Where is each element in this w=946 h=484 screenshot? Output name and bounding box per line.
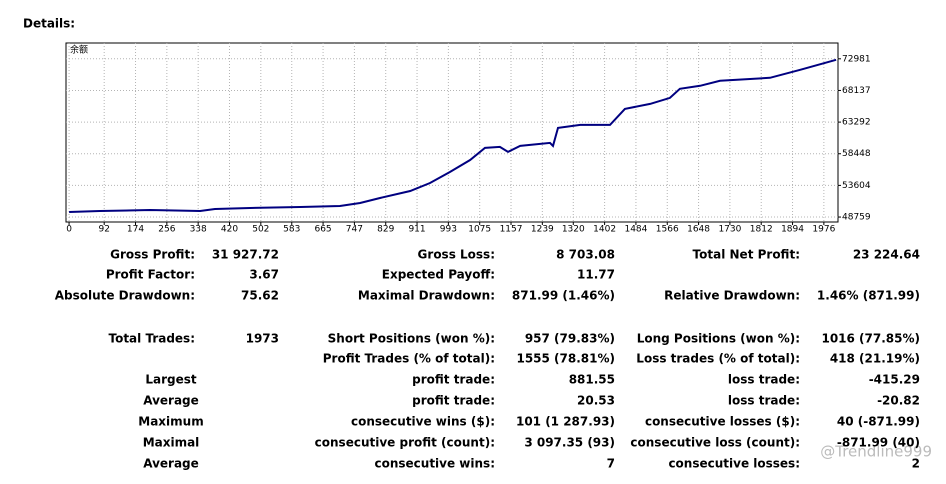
label: consecutive profit (count): [315, 436, 495, 450]
x-tick-label: 1730 [718, 225, 741, 235]
x-tick-label: 1157 [500, 225, 523, 235]
heading: Details: [23, 17, 75, 31]
value: 881.55 [569, 373, 615, 387]
label: consecutive losses: [668, 457, 800, 471]
y-tick-label: 72981 [842, 54, 871, 64]
value: 1016 (77.85%) [821, 332, 920, 346]
y-tick-label: 63292 [842, 118, 871, 128]
y-tick-label: 48759 [842, 213, 871, 223]
label: consecutive wins ($): [351, 415, 495, 429]
legend: 余额 [70, 44, 88, 56]
x-tick-label: 1320 [562, 225, 585, 235]
value: 8 703.08 [556, 248, 615, 262]
balance-line [69, 58, 837, 213]
value: -871.99 (40) [837, 436, 920, 450]
label: Loss trades (% of total): [636, 352, 800, 366]
label: Relative Drawdown: [664, 289, 800, 303]
value: 11.77 [577, 268, 615, 282]
x-tick-label: 1075 [468, 225, 491, 235]
label: Average [143, 457, 199, 471]
label: Total Net Profit: [693, 248, 800, 262]
x-tick-label: 0 [66, 225, 72, 235]
label: Long Positions (won %): [637, 332, 800, 346]
x-tick-label: 583 [283, 225, 300, 235]
label: loss trade: [728, 373, 800, 387]
label: Largest [145, 373, 197, 387]
value: 20.53 [577, 394, 615, 408]
x-tick-label: 338 [190, 225, 207, 235]
chart-frame [65, 42, 839, 223]
value: 1.46% (871.99) [817, 289, 920, 303]
label: Profit Trades (% of total): [323, 352, 495, 366]
label: profit trade: [412, 373, 495, 387]
x-tick-label: 1894 [781, 225, 804, 235]
label: Total Trades: [108, 332, 195, 346]
label: consecutive losses ($): [645, 415, 800, 429]
x-tick-label: 1976 [812, 225, 835, 235]
value: -415.29 [869, 373, 920, 387]
label: Absolute Drawdown: [55, 289, 195, 303]
value: 3.67 [249, 268, 279, 282]
x-tick-label: 92 [98, 225, 109, 235]
value: 31 927.72 [212, 248, 279, 262]
watermark: @Trendline999 [820, 443, 932, 461]
label: Average [143, 394, 199, 408]
value: 1555 (78.81%) [516, 352, 615, 366]
label: Maximal Drawdown: [358, 289, 495, 303]
y-tick-label: 53604 [842, 181, 871, 191]
label: Short Positions (won %): [328, 332, 495, 346]
x-tick-label: 1484 [624, 225, 647, 235]
label: consecutive loss (count): [630, 436, 800, 450]
y-tick-label: 68137 [842, 86, 871, 96]
label: Expected Payoff: [382, 268, 495, 282]
label: Gross Profit: [110, 248, 195, 262]
x-tick-label: 829 [377, 225, 394, 235]
x-tick-label: 1812 [750, 225, 773, 235]
x-tick-label: 993 [440, 225, 457, 235]
x-tick-label: 420 [221, 225, 238, 235]
value: -20.82 [877, 394, 920, 408]
value: 1973 [246, 332, 279, 346]
value: 418 (21.19%) [830, 352, 920, 366]
value: 40 (-871.99) [837, 415, 920, 429]
x-tick-label: 174 [127, 225, 144, 235]
x-tick-label: 256 [158, 225, 175, 235]
label: profit trade: [412, 394, 495, 408]
x-tick-label: 665 [314, 225, 331, 235]
value: 75.62 [241, 289, 279, 303]
value: 2 [912, 457, 920, 471]
x-tick-label: 1402 [593, 225, 616, 235]
label: Maximal [143, 436, 200, 450]
label: consecutive wins: [374, 457, 495, 471]
value: 3 097.35 (93) [524, 436, 615, 450]
value: 871.99 (1.46%) [512, 289, 615, 303]
x-tick-label: 747 [346, 225, 363, 235]
label: Gross Loss: [418, 248, 495, 262]
value: 7 [607, 457, 615, 471]
x-tick-label: 1239 [531, 225, 554, 235]
y-tick-label: 58448 [842, 149, 871, 159]
label: Maximum [138, 415, 203, 429]
x-tick-label: 1566 [656, 225, 679, 235]
value: 957 (79.83%) [525, 332, 615, 346]
x-tick-label: 1648 [687, 225, 710, 235]
x-tick-label: 911 [408, 225, 425, 235]
x-tick-label: 502 [252, 225, 269, 235]
value: 23 224.64 [853, 248, 920, 262]
label: loss trade: [728, 394, 800, 408]
label: Profit Factor: [106, 268, 195, 282]
value: 101 (1 287.93) [516, 415, 615, 429]
